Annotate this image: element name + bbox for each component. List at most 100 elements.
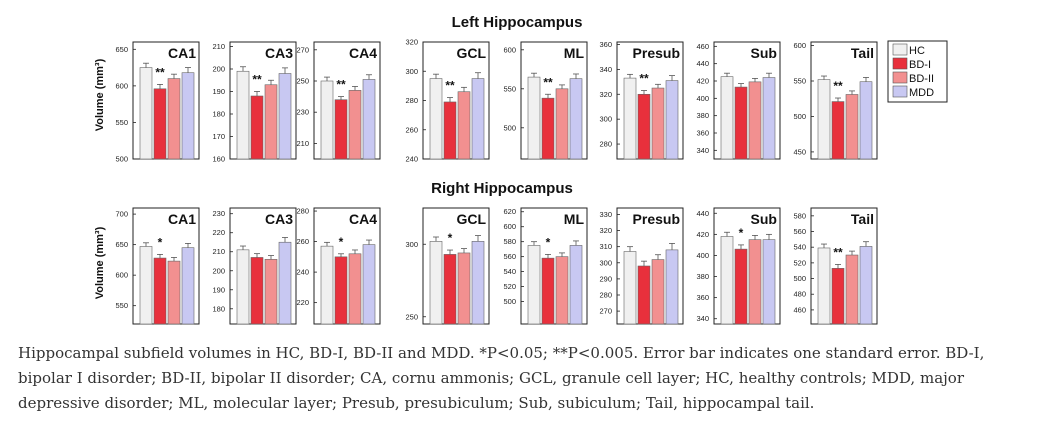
y-tick-label: 550 — [503, 84, 516, 93]
bar-mdd — [665, 249, 679, 325]
y-tick-label: 300 — [405, 240, 418, 249]
y-tick-label: 520 — [503, 282, 516, 291]
y-tick-label: 300 — [405, 67, 418, 76]
y-tick-label: 210 — [212, 42, 225, 51]
panel-title: Presub — [633, 45, 680, 61]
bar-mdd — [278, 73, 292, 160]
y-tick-label: 420 — [696, 77, 709, 86]
y-tick-label: 250 — [296, 77, 309, 86]
bar-mdd — [569, 245, 583, 325]
y-tick-label: 500 — [793, 274, 806, 283]
bar-mdd — [362, 79, 376, 160]
bar-mdd — [181, 247, 195, 325]
bar-bd-i — [334, 99, 348, 160]
bar-bd-ii — [555, 256, 569, 325]
bar-bd-i — [637, 93, 651, 160]
bar-hc — [236, 70, 250, 160]
bar-bd-i — [541, 97, 555, 160]
bar-mdd — [762, 239, 776, 325]
y-tick-label: 340 — [599, 65, 612, 74]
panel-left-ca1: 500 550 600 650 CA1** — [115, 41, 200, 164]
bar-bd-ii — [264, 259, 278, 325]
y-tick-label: 600 — [503, 45, 516, 54]
y-tick-label: 290 — [599, 274, 612, 283]
bar-bd-i — [831, 268, 845, 325]
y-tick-label: 480 — [793, 290, 806, 299]
bar-bd-ii — [651, 87, 665, 160]
legend: HC BD-I BD-II MDD — [887, 40, 948, 103]
bar-bd-ii — [651, 259, 665, 325]
legend-swatch-hc — [892, 43, 908, 56]
panel-right-ca4: 220 240 260 280 CA4 * — [296, 207, 381, 325]
y-tick-label: 650 — [115, 240, 128, 249]
legend-label-bd-i: BD-I — [909, 59, 931, 71]
bar-bd-ii — [264, 84, 278, 160]
y-tick-label: 260 — [296, 237, 309, 246]
y-tick-label: 520 — [793, 258, 806, 267]
significance-marker: ** — [639, 72, 649, 86]
y-tick-label: 460 — [793, 305, 806, 314]
y-tick-label: 700 — [115, 210, 128, 219]
panel-right-ml: 500 520 540 560 580 600 620 ML * — [503, 207, 588, 325]
panel-left-tail: 450 500 550 600 Tail ** — [793, 41, 878, 160]
significance-marker: * — [158, 235, 163, 249]
bar-hc — [720, 236, 734, 325]
legend-label-hc: HC — [909, 45, 925, 57]
bar-bd-ii — [167, 78, 181, 160]
significance-marker: * — [339, 235, 344, 249]
bar-bd-i — [443, 101, 457, 160]
significance-marker: ** — [336, 78, 346, 92]
bar-mdd — [665, 80, 679, 160]
y-tick-label: 170 — [212, 132, 225, 141]
y-tick-label: 270 — [599, 307, 612, 316]
panel-title: ML — [564, 45, 585, 61]
y-tick-label: 190 — [212, 87, 225, 96]
bar-bd-i — [250, 95, 264, 160]
y-tick-label: 620 — [503, 207, 516, 216]
panel-right-sub: 340 360 380 400 420 440 Sub * — [696, 207, 781, 325]
bar-bd-i — [831, 101, 845, 160]
legend-label-mdd: MDD — [909, 87, 934, 99]
y-tick-label: 340 — [696, 146, 709, 155]
y-tick-label: 270 — [296, 45, 309, 54]
y-tick-label: 240 — [296, 268, 309, 277]
bar-bd-i — [153, 88, 167, 160]
y-tick-label: 220 — [212, 228, 225, 237]
bar-bd-i — [443, 254, 457, 325]
panel-title: ML — [564, 211, 585, 227]
bar-bd-ii — [748, 81, 762, 160]
y-tick-label: 440 — [696, 59, 709, 68]
bar-bd-i — [250, 257, 264, 325]
panel-title: CA3 — [265, 45, 293, 61]
panel-title: Tail — [851, 211, 874, 227]
y-axis-label-left: Volume (mm³) — [94, 58, 106, 131]
panel-title: CA1 — [168, 211, 196, 227]
y-tick-label: 160 — [212, 155, 225, 164]
y-tick-label: 280 — [599, 291, 612, 300]
y-tick-label: 260 — [405, 125, 418, 134]
y-tick-label: 300 — [599, 115, 612, 124]
y-axis-label-right: Volume (mm³) — [94, 226, 106, 299]
bar-mdd — [762, 77, 776, 160]
panel-left-sub: 340 360 380 400 420 440 460 Sub — [696, 41, 781, 160]
bar-hc — [527, 245, 541, 325]
panel-title: CA4 — [349, 45, 377, 61]
bar-hc — [139, 246, 153, 325]
y-tick-label: 420 — [696, 230, 709, 239]
y-tick-label: 400 — [696, 94, 709, 103]
panel-left-gcl: 240 260 280 300 320 GCL ** — [405, 38, 490, 164]
y-tick-label: 600 — [793, 41, 806, 50]
y-tick-label: 230 — [212, 209, 225, 218]
significance-marker: * — [448, 231, 453, 245]
bar-bd-i — [734, 86, 748, 160]
bar-hc — [527, 76, 541, 160]
y-tick-label: 360 — [696, 293, 709, 302]
panel-left-ml: 500 550 600 ML ** — [503, 41, 588, 160]
bar-hc — [236, 249, 250, 325]
significance-marker: ** — [543, 75, 553, 89]
bar-bd-ii — [845, 94, 859, 160]
y-tick-label: 240 — [405, 155, 418, 164]
y-tick-label: 500 — [503, 297, 516, 306]
bar-hc — [429, 78, 443, 160]
panel-left-ca3: 160 170 180 190 200 210 CA3** — [212, 41, 297, 164]
